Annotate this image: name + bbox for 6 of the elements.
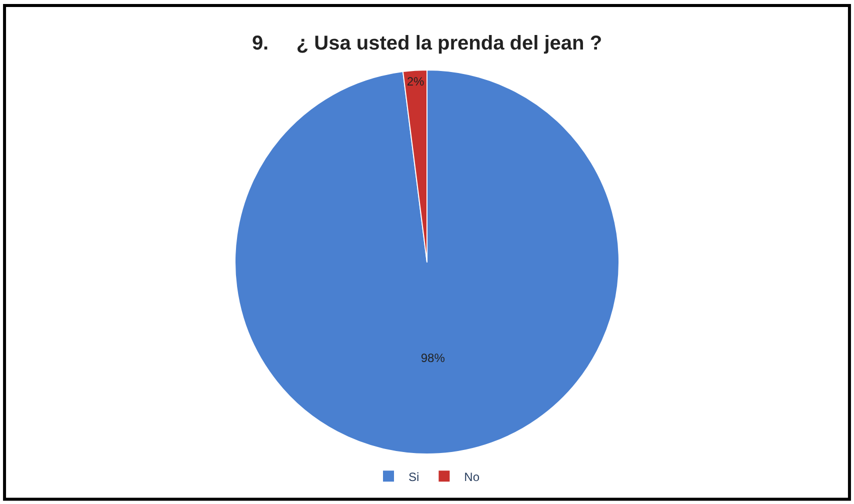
data-label: 98%	[420, 350, 446, 365]
pie-slice	[234, 70, 620, 454]
legend-label: No	[464, 470, 480, 484]
chart-title: 9. ¿ Usa usted la prenda del jean ?	[252, 32, 602, 54]
data-label: 2%	[406, 74, 424, 89]
legend-label: Si	[408, 470, 420, 484]
